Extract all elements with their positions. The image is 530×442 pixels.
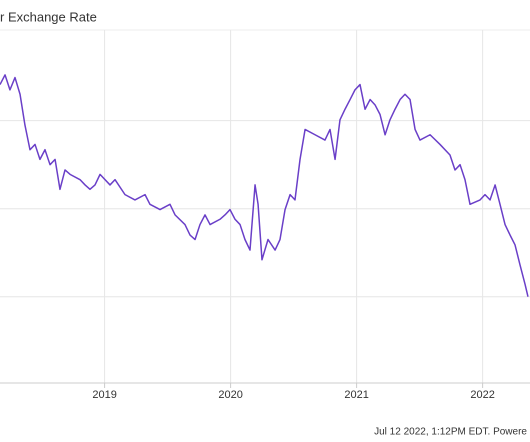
chart-title: r Exchange Rate	[0, 9, 97, 24]
footer: Jul 12 2022, 1:12PM EDT. Powere	[374, 427, 527, 438]
data-line	[0, 74, 529, 297]
x-tick-label: 2020	[218, 389, 242, 401]
x-tick-label: 2019	[92, 389, 116, 401]
x-tick-label: 2022	[470, 389, 494, 401]
x-tick-label: 2021	[344, 389, 368, 401]
